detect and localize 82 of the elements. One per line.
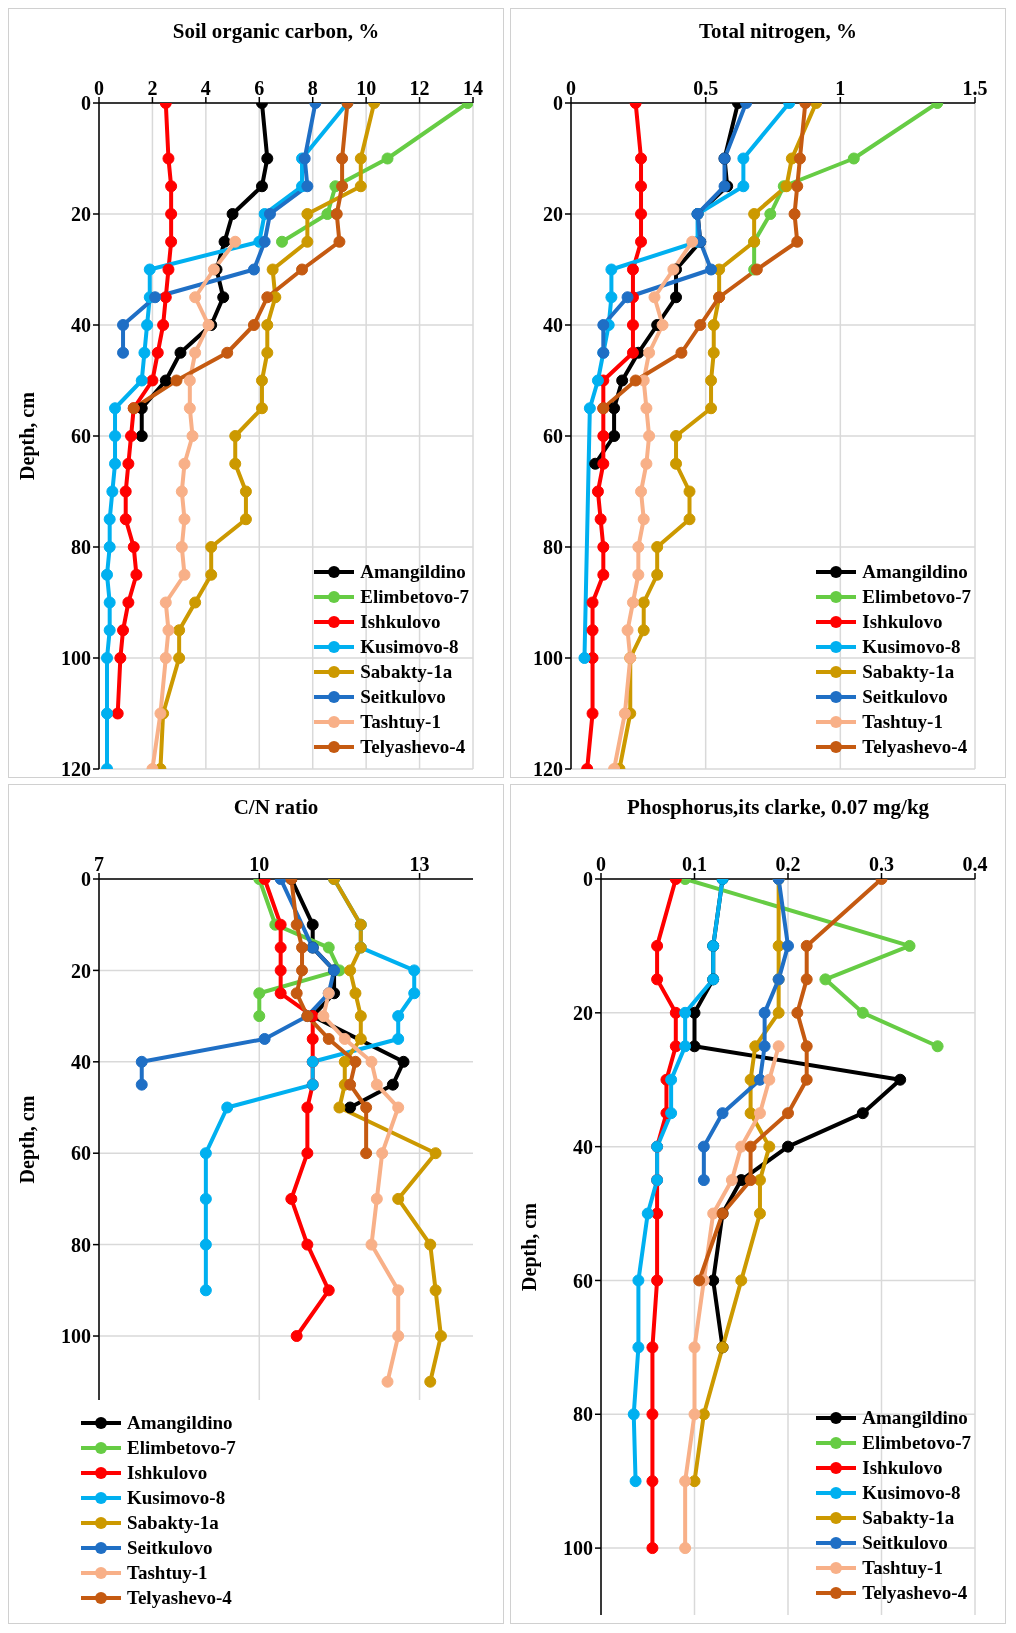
x-tick-label: 10 — [356, 77, 377, 99]
x-tick-label: 7 — [94, 853, 104, 875]
legend-label: Kusimovo-8 — [862, 1481, 961, 1504]
legend-label: Kusimovo-8 — [127, 1486, 226, 1509]
legend-label: Seitkulovo — [360, 685, 446, 708]
x-tick-label: 0.3 — [869, 853, 894, 875]
legend-label: Ishkulovo — [127, 1461, 208, 1484]
x-tick-label: 0.4 — [962, 853, 988, 875]
y-tick-label: 100 — [61, 647, 91, 670]
legend-label: Seitkulovo — [862, 685, 948, 708]
x-tick-label: 12 — [409, 77, 430, 99]
y-axis-title: Depth, cm — [518, 1202, 542, 1291]
y-tick-label: 80 — [71, 1233, 91, 1256]
legend-label: Elimbetovo-7 — [862, 585, 971, 608]
y-tick-label: 80 — [71, 536, 91, 559]
x-tick-label: 10 — [249, 853, 270, 875]
legend-label: Telyashevo-4 — [360, 735, 466, 758]
y-tick-label: 40 — [71, 314, 91, 337]
chart-title: C/N ratio — [232, 794, 320, 821]
y-tick-label: 60 — [573, 1269, 593, 1292]
y-tick-label: 0 — [81, 92, 91, 115]
y-tick-label: 40 — [573, 1135, 593, 1158]
legend-label: Tashtuy-1 — [360, 710, 441, 733]
chart-title: Total nitrogen, % — [697, 18, 859, 45]
legend-label: Tashtuy-1 — [862, 1556, 943, 1579]
x-tick-label: 4 — [200, 77, 211, 99]
y-tick-label: 100 — [563, 1537, 593, 1560]
x-tick-label: 8 — [307, 77, 318, 99]
x-tick-label: 1 — [835, 77, 846, 99]
legend-label: Sabakty-1a — [862, 660, 955, 683]
legend-label: Kusimovo-8 — [862, 635, 961, 658]
x-tick-label: 0.5 — [693, 77, 719, 99]
y-tick-label: 20 — [71, 959, 91, 982]
legend-label: Sabakty-1a — [862, 1506, 955, 1529]
legend-label: Elimbetovo-7 — [127, 1436, 236, 1459]
y-tick-label: 40 — [71, 1050, 91, 1073]
legend-label: Seitkulovo — [127, 1536, 213, 1559]
y-tick-label: 20 — [71, 203, 91, 226]
legend-label: Elimbetovo-7 — [360, 585, 469, 608]
legend-label: Telyashevo-4 — [862, 1581, 968, 1604]
legend-label: Sabakty-1a — [360, 660, 453, 683]
y-tick-label: 60 — [543, 425, 563, 448]
y-tick-label: 0 — [81, 868, 91, 891]
legend-label: Kusimovo-8 — [360, 635, 459, 658]
x-tick-label: 13 — [409, 853, 430, 875]
x-tick-label: 0.1 — [682, 853, 707, 875]
legend-label: Amangildino — [127, 1411, 233, 1434]
legend-label: Sabakty-1a — [127, 1511, 219, 1534]
x-tick-label: 2 — [147, 77, 158, 99]
legend-label: Ishkulovo — [360, 610, 441, 633]
legend-label: Seitkulovo — [862, 1531, 948, 1554]
x-tick-label: 6 — [254, 77, 265, 99]
x-tick-label: 1.5 — [962, 77, 988, 99]
y-tick-label: 120 — [61, 758, 91, 781]
y-tick-label: 100 — [533, 647, 563, 670]
legend-label: Amangildino — [862, 560, 968, 583]
y-tick-label: 60 — [71, 425, 91, 448]
y-axis-title: Depth, cm — [16, 1095, 40, 1184]
legend-label: Telyashevo-4 — [862, 735, 968, 758]
x-tick-label: 14 — [463, 77, 483, 99]
y-tick-label: 80 — [543, 536, 563, 559]
legend-label: Amangildino — [360, 560, 466, 583]
y-tick-label: 100 — [61, 1325, 91, 1348]
legend-label: Ishkulovo — [862, 610, 943, 633]
y-tick-label: 20 — [573, 1001, 593, 1024]
y-axis-title: Depth, cm — [16, 391, 40, 480]
chart-title: Soil organic carbon, % — [171, 18, 381, 45]
legend-label: Tashtuy-1 — [127, 1561, 208, 1584]
chart-title: Phosphorus,its clarke, 0.07 mg/kg — [625, 794, 931, 821]
y-tick-label: 20 — [543, 203, 563, 226]
y-tick-label: 0 — [553, 92, 563, 115]
legend-label: Telyashevo-4 — [127, 1586, 232, 1609]
legend-label: Tashtuy-1 — [862, 710, 943, 733]
legend-label: Amangildino — [862, 1406, 968, 1429]
x-tick-label: 0.2 — [775, 853, 801, 875]
y-tick-label: 40 — [543, 314, 563, 337]
legend-label: Elimbetovo-7 — [862, 1431, 971, 1454]
y-tick-label: 60 — [71, 1142, 91, 1165]
y-tick-label: 0 — [583, 868, 593, 891]
y-tick-label: 80 — [573, 1403, 593, 1426]
legend-label: Ishkulovo — [862, 1456, 943, 1479]
y-tick-label: 120 — [533, 758, 563, 781]
